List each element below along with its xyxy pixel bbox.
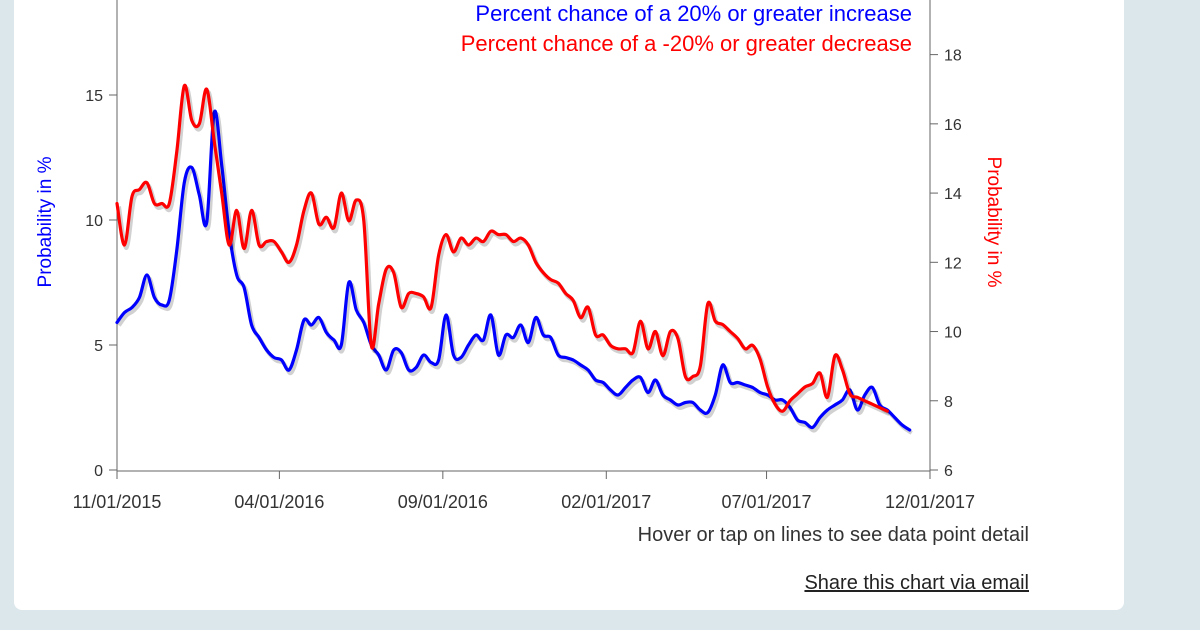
right-axis-title: Probability in %: [983, 157, 1004, 288]
right-tick-label: 16: [944, 117, 962, 134]
left-tick-label: 10: [85, 213, 103, 230]
series-line[interactable]: [115, 83, 889, 413]
left-tick-label: 15: [85, 88, 103, 105]
x-tick-label: 04/01/2016: [234, 492, 324, 512]
right-tick-label: 12: [944, 255, 962, 272]
x-tick-label: 11/01/2015: [73, 492, 162, 512]
right-tick-label: 14: [944, 186, 962, 203]
right-tick-label: 8: [944, 394, 953, 411]
chart-card: 0 5 10 15 6 8 10 12 14 16 18 11/01/2015 04/01/2016 09…: [14, 0, 1124, 610]
right-tick-label: 18: [944, 48, 962, 65]
x-tick-label: 07/01/2017: [721, 492, 811, 512]
hover-hint: Hover or tap on lines to see data point …: [637, 524, 1029, 546]
left-axis-title: Probability in %: [35, 156, 56, 287]
series-line[interactable]: [115, 109, 912, 432]
x-tick-label: 12/01/2017: [885, 492, 975, 512]
x-tick-label: 09/01/2016: [398, 492, 488, 512]
legend-entry: Percent chance of a 20% or greater incre…: [475, 1, 912, 26]
line-chart[interactable]: 0 5 10 15 6 8 10 12 14 16 18 11/01/2015 04/01/2016 09…: [14, 0, 1124, 610]
x-tick-label: 02/01/2017: [561, 492, 651, 512]
left-tick-label: 5: [94, 338, 103, 355]
right-tick-label: 10: [944, 325, 962, 342]
legend-entry: Percent chance of a -20% or greater decr…: [461, 31, 912, 56]
right-tick-label: 6: [944, 463, 953, 480]
left-tick-label: 0: [94, 463, 103, 480]
share-email-link[interactable]: Share this chart via email: [804, 572, 1029, 594]
